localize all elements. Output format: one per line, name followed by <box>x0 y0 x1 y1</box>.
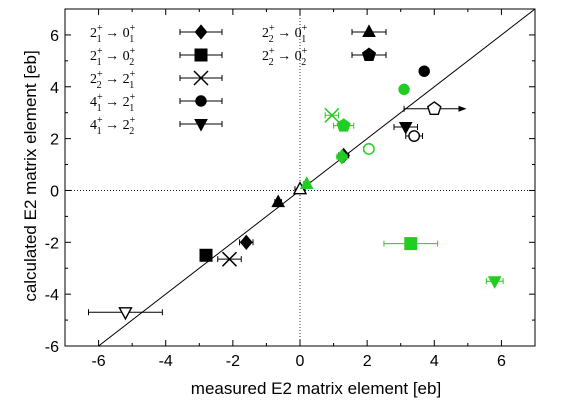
data-points <box>88 65 504 321</box>
data-point-black-triangle-down <box>88 307 163 321</box>
legend-entry: 2+ 1 → 0+ 1 <box>90 23 223 45</box>
marker <box>199 248 213 262</box>
tick-labels: -6 -4 -2 0 2 4 6 -6 -4 -2 0 2 4 6 <box>45 28 506 370</box>
x-tick-label: -6 <box>91 353 105 370</box>
marker <box>487 276 502 289</box>
data-point-green-cross <box>324 107 340 123</box>
x-tick-label: -2 <box>226 353 240 370</box>
y-tick-label: -4 <box>45 287 59 304</box>
data-point-green-square <box>383 237 439 251</box>
data-point-black-square <box>199 248 213 262</box>
y-tick-label: -6 <box>45 339 59 356</box>
legend-entry-label: 2+ 1 → 0+ 1 <box>90 23 136 45</box>
legend-entry: 2+ 2 → 0+ 1 <box>262 23 387 45</box>
marker <box>239 234 253 250</box>
data-point-black-cross <box>217 251 242 267</box>
marker <box>324 107 340 123</box>
marker <box>398 83 410 96</box>
x-axis-label: measured E2 matrix element [eb] <box>191 379 441 398</box>
x-tick-label: 0 <box>296 353 305 370</box>
marker <box>271 194 286 208</box>
legend-entry-label: 2+ 2 → 2+ 1 <box>90 69 136 91</box>
marker <box>299 176 314 189</box>
legend-entry-label: 4+ 1 → 2+ 1 <box>90 92 136 114</box>
data-point-black-triangle-down <box>393 121 418 135</box>
data-point-black-diamond <box>239 234 254 250</box>
legend-marker <box>195 95 207 107</box>
x-tick-label: 4 <box>430 353 439 370</box>
y-axis-label: calculated E2 matrix element [eb] <box>21 50 40 301</box>
legend-entry: 2+ 1 → 0+ 2 <box>90 46 223 68</box>
legend-entry-label: 4+ 1 → 2+ 2 <box>90 115 136 137</box>
data-point-green-circle <box>398 83 410 96</box>
legend-entry-label: 2+ 2 → 0+ 1 <box>262 23 308 45</box>
marker <box>336 118 351 132</box>
arrow-head <box>458 105 467 112</box>
data-point-green-circle <box>362 143 375 155</box>
axis-ticks <box>64 8 536 347</box>
data-point-green-pentagon <box>333 118 355 132</box>
legend-marker <box>194 48 208 62</box>
legend-marker <box>361 47 377 62</box>
data-point-green-diamond <box>335 149 349 165</box>
marker <box>362 143 375 155</box>
data-point-green-triangle-up <box>299 176 314 189</box>
legend-entry: 4+ 1 → 2+ 2 <box>90 115 223 137</box>
x-tick-label: -4 <box>159 353 173 370</box>
data-point-black-circle <box>418 65 430 77</box>
data-point-black-pentagon <box>403 101 467 116</box>
data-point-green-triangle-down <box>485 276 504 289</box>
marker <box>404 237 418 251</box>
data-point-black-triangle-up <box>271 194 286 208</box>
legend-entry-label: 2+ 1 → 0+ 2 <box>90 46 136 68</box>
marker <box>398 121 413 135</box>
y-tick-label: 4 <box>50 80 59 97</box>
marker <box>418 65 430 77</box>
legend-marker <box>362 24 376 37</box>
marker <box>426 101 442 116</box>
legend-marker <box>194 119 208 132</box>
data-point-black-circle <box>405 130 424 142</box>
legend-entry: 4+ 1 → 2+ 1 <box>90 92 223 114</box>
y-tick-label: 2 <box>50 132 59 149</box>
legend-entry-label: 2+ 2 → 0+ 2 <box>262 46 308 68</box>
y-tick-label: 0 <box>50 183 59 200</box>
x-tick-label: 6 <box>497 353 506 370</box>
legend: 2+ 1 → 0+ 12+ 1 → 0+ 22+ 2 → 2+ 14+ 1 → 2+ 14+ 1 … <box>90 23 387 137</box>
legend-marker <box>193 70 209 86</box>
x-tick-label: 2 <box>363 353 372 370</box>
y-tick-label: 6 <box>50 28 59 45</box>
legend-entry: 2+ 2 → 0+ 2 <box>262 46 387 68</box>
legend-entry: 2+ 2 → 2+ 1 <box>90 69 223 91</box>
marker <box>335 149 349 165</box>
marker <box>408 130 421 142</box>
marker <box>221 251 238 267</box>
legend-marker <box>194 24 208 40</box>
marker <box>118 307 133 321</box>
y-tick-label: -2 <box>45 235 59 252</box>
